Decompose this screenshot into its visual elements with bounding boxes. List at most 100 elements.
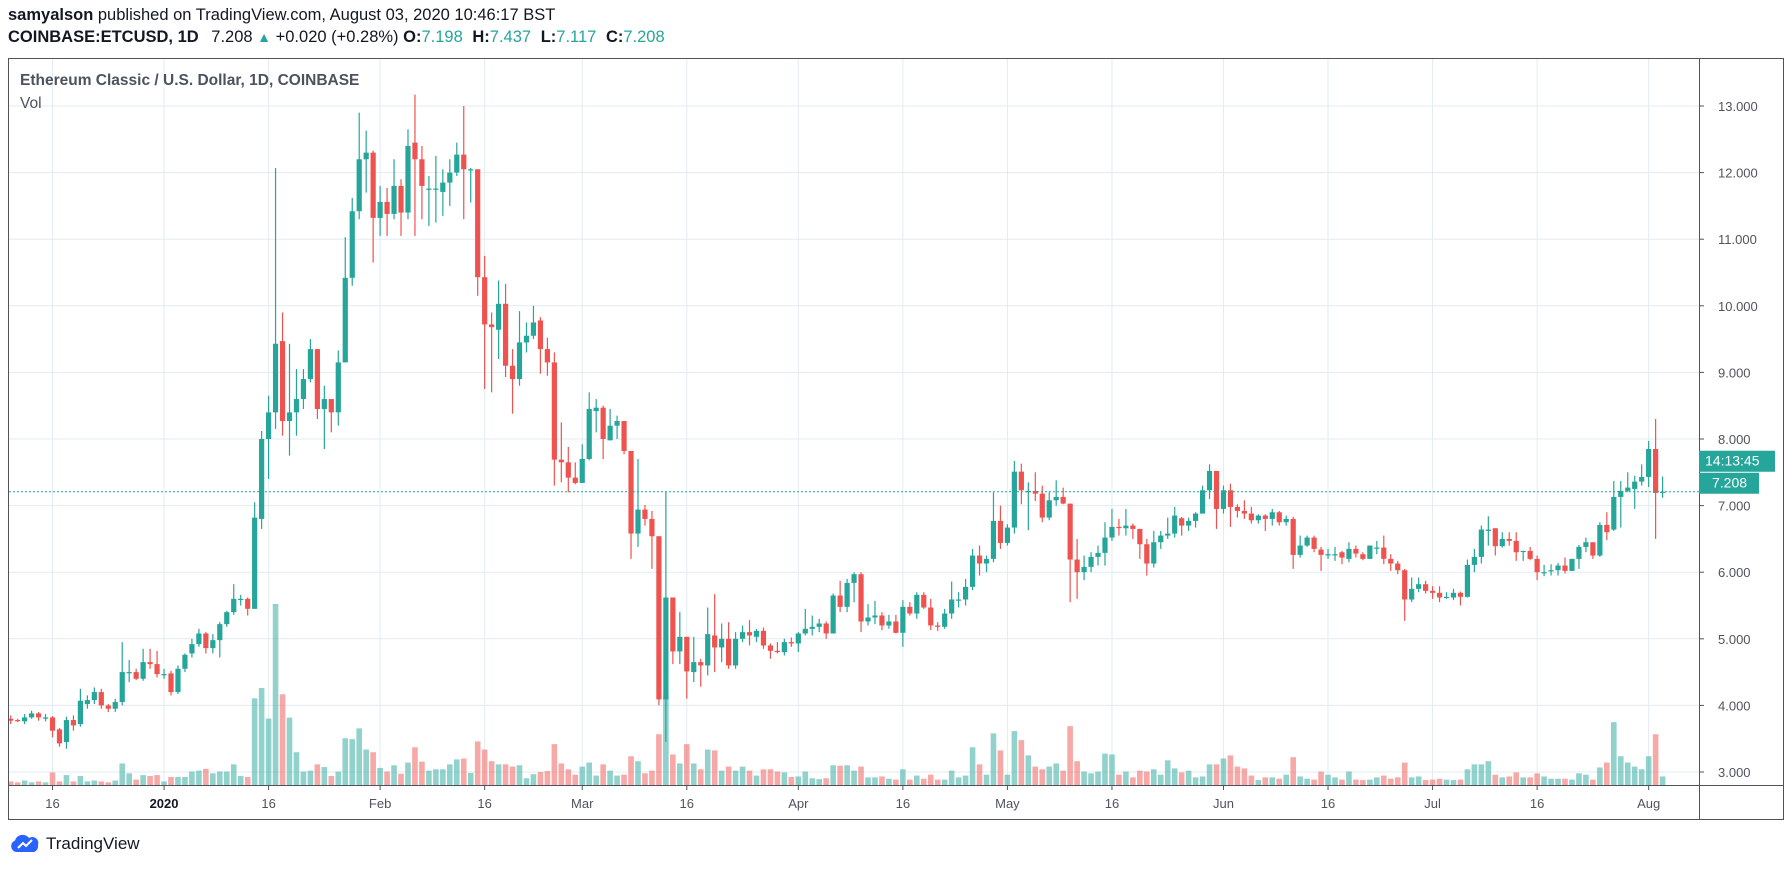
candle[interactable]	[1248, 506, 1254, 524]
candle[interactable]	[461, 106, 467, 220]
candle[interactable]	[1450, 588, 1457, 601]
candle[interactable]	[1283, 515, 1289, 526]
candle[interactable]	[147, 648, 153, 669]
candle[interactable]	[851, 572, 857, 603]
candle[interactable]	[509, 349, 516, 414]
candle[interactable]	[656, 536, 662, 706]
candle[interactable]	[628, 450, 634, 559]
candle[interactable]	[1332, 546, 1338, 561]
candle[interactable]	[231, 584, 237, 615]
candle[interactable]	[15, 718, 21, 723]
candle[interactable]	[391, 159, 397, 220]
candle[interactable]	[719, 623, 725, 663]
candle[interactable]	[189, 638, 195, 658]
candle[interactable]	[1004, 524, 1011, 546]
candle[interactable]	[670, 597, 676, 665]
candle[interactable]	[119, 642, 125, 706]
candle[interactable]	[91, 687, 97, 705]
candle[interactable]	[621, 421, 627, 455]
candle[interactable]	[1381, 535, 1387, 565]
price-axis[interactable]: 3.000 4.000 5.000 6.000 7.000 8.000 9.000 10.00…	[1699, 99, 1758, 780]
candle[interactable]	[1255, 514, 1261, 524]
candle[interactable]	[245, 597, 251, 616]
candle[interactable]	[405, 129, 411, 220]
candle[interactable]	[990, 492, 997, 563]
candle[interactable]	[1388, 554, 1394, 571]
candle[interactable]	[893, 614, 899, 634]
candle[interactable]	[496, 280, 502, 360]
candle[interactable]	[1618, 480, 1624, 528]
candle[interactable]	[1179, 516, 1185, 536]
candle[interactable]	[1436, 586, 1443, 603]
candle[interactable]	[691, 636, 697, 683]
candle[interactable]	[1060, 487, 1066, 505]
candle[interactable]	[921, 592, 927, 609]
candle[interactable]	[530, 305, 537, 340]
candle[interactable]	[774, 642, 780, 654]
candle[interactable]	[356, 112, 362, 220]
candle[interactable]	[175, 665, 181, 695]
candle[interactable]	[335, 350, 341, 426]
candle[interactable]	[1659, 476, 1666, 498]
time-axis[interactable]: 16 2020 16 Feb 16 Mar 16 Apr 16 May 16 Jun 16 Jul 16 Au…	[45, 785, 1660, 811]
candle[interactable]	[98, 688, 104, 709]
candle[interactable]	[823, 621, 829, 639]
candle[interactable]	[342, 237, 348, 363]
candle[interactable]	[1234, 504, 1241, 518]
candle[interactable]	[705, 607, 711, 676]
candle[interactable]	[1081, 555, 1087, 581]
candle[interactable]	[1632, 475, 1638, 509]
candle[interactable]	[1227, 483, 1234, 527]
candle[interactable]	[1499, 532, 1505, 548]
candle[interactable]	[572, 462, 578, 485]
candle[interactable]	[1165, 517, 1171, 539]
candle[interactable]	[983, 555, 990, 573]
candle[interactable]	[614, 415, 620, 439]
candle[interactable]	[1625, 472, 1631, 493]
candle[interactable]	[468, 167, 474, 203]
candle[interactable]	[1548, 564, 1554, 576]
candle[interactable]	[349, 197, 355, 286]
candle[interactable]	[259, 431, 265, 529]
candle[interactable]	[677, 612, 683, 665]
candle[interactable]	[635, 458, 641, 547]
candle[interactable]	[314, 349, 320, 420]
candle[interactable]	[1646, 440, 1652, 487]
candle[interactable]	[537, 317, 544, 374]
candle[interactable]	[203, 632, 209, 654]
candle[interactable]	[746, 620, 753, 646]
candle[interactable]	[363, 130, 369, 193]
candle[interactable]	[1353, 545, 1359, 558]
candle[interactable]	[1144, 538, 1150, 576]
candle[interactable]	[872, 600, 878, 625]
candle[interactable]	[1464, 559, 1471, 598]
candle[interactable]	[914, 592, 920, 619]
candle[interactable]	[956, 592, 962, 608]
candle[interactable]	[502, 283, 509, 378]
candle[interactable]	[962, 578, 969, 606]
candle[interactable]	[844, 578, 850, 613]
candle[interactable]	[1095, 545, 1101, 566]
candle[interactable]	[35, 712, 42, 721]
candle[interactable]	[1367, 545, 1373, 559]
candle[interactable]	[489, 312, 495, 393]
candle[interactable]	[1576, 544, 1582, 569]
candle[interactable]	[1053, 480, 1059, 506]
candle[interactable]	[1241, 500, 1247, 519]
candle[interactable]	[649, 510, 655, 569]
candle[interactable]	[976, 545, 983, 576]
candle[interactable]	[997, 505, 1004, 549]
candle[interactable]	[433, 155, 439, 223]
candle[interactable]	[1262, 514, 1268, 531]
candle[interactable]	[1429, 586, 1436, 599]
candle[interactable]	[1374, 540, 1380, 555]
candle[interactable]	[1409, 577, 1415, 603]
candle[interactable]	[475, 169, 481, 296]
candle[interactable]	[447, 159, 453, 206]
candle[interactable]	[112, 698, 118, 713]
candle[interactable]	[300, 369, 307, 410]
candle[interactable]	[1304, 535, 1310, 547]
candle[interactable]	[1206, 464, 1213, 499]
candle[interactable]	[1109, 508, 1115, 541]
candle[interactable]	[816, 618, 822, 633]
